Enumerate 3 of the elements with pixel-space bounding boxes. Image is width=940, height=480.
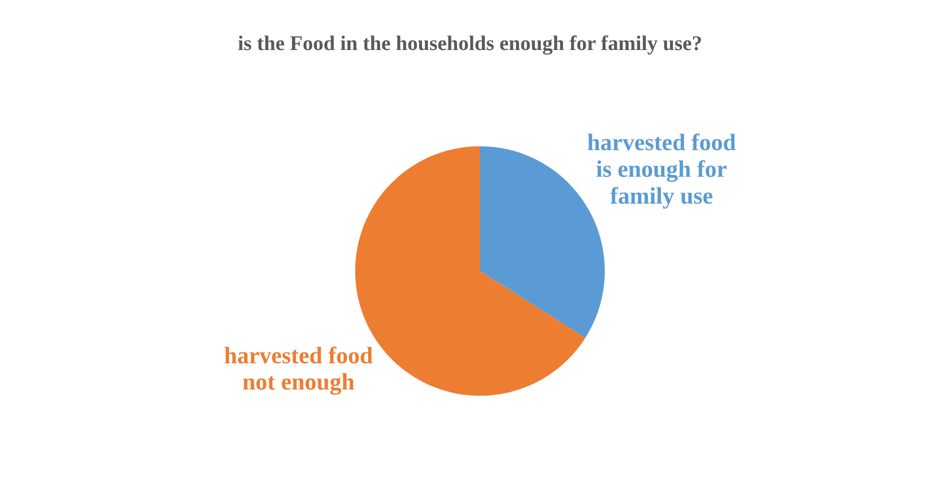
chart-title: is the Food in the households enough for family use?	[238, 35, 701, 55]
slice-label: harvested food is enough for family use	[588, 133, 736, 209]
slice-label: harvested food not enough	[224, 346, 373, 395]
